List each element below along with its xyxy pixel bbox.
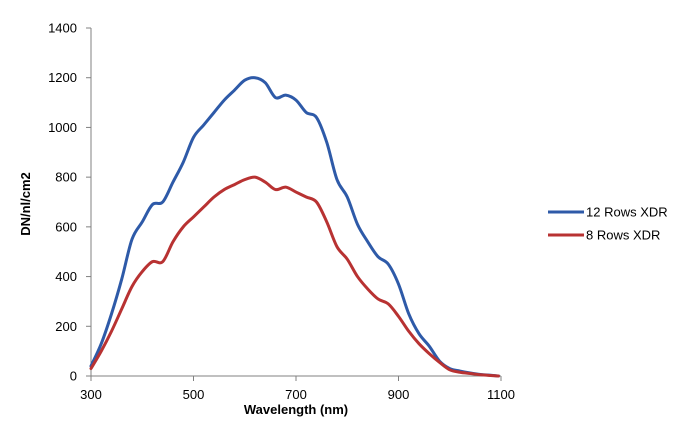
series-line-1 [89, 175, 500, 378]
x-tick-label: 1100 [487, 387, 515, 402]
y-tick-label: 200 [55, 319, 77, 334]
legend-label: 8 Rows XDR [586, 228, 660, 243]
y-tick-label: 1400 [48, 21, 77, 36]
x-tick-label: 500 [183, 387, 205, 402]
y-tick-label: 1200 [48, 70, 77, 85]
legend-label: 12 Rows XDR [586, 205, 668, 220]
y-tick-label: 600 [55, 219, 77, 234]
y-tick-label: 0 [70, 369, 77, 384]
x-tick-label: 700 [285, 387, 307, 402]
y-tick-label: 400 [55, 269, 77, 284]
y-tick-label: 800 [55, 170, 77, 185]
y-tick-label: 1000 [48, 120, 77, 135]
x-tick-label: 900 [388, 387, 410, 402]
x-axis-title: Wavelength (nm) [244, 402, 348, 417]
y-axis-title: DN/nl/cm2 [18, 172, 33, 236]
x-tick-label: 300 [80, 387, 102, 402]
series-line-0 [89, 76, 500, 378]
